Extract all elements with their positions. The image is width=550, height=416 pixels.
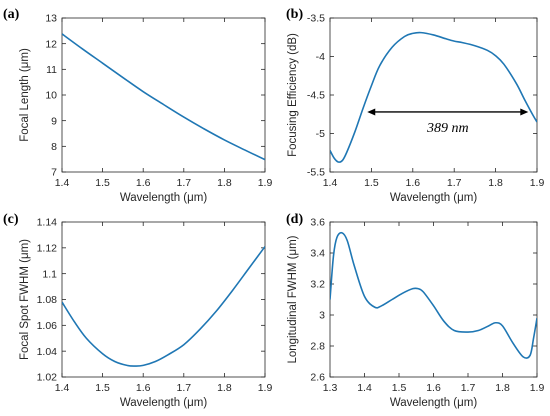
series-line	[62, 33, 265, 161]
x-axis-label: Wavelength (μm)	[390, 192, 478, 204]
y-tick-label: 1.12	[37, 243, 58, 255]
y-axis-label: Focal Spot FWHM (μm)	[19, 239, 31, 360]
x-tick-label: 1.5	[392, 382, 407, 394]
x-tick-label: 1.5	[95, 382, 110, 394]
y-axis-label: Longitudinal FWHM (μm)	[287, 235, 299, 363]
y-tick-label: 2.8	[310, 341, 325, 353]
y-tick-label: 12	[45, 38, 57, 50]
y-tick-label: -4.5	[307, 90, 325, 102]
y-tick-label: 2.6	[310, 372, 325, 384]
x-tick-label: 1.4	[55, 382, 70, 394]
axes-box	[329, 17, 538, 173]
y-tick-label: 3	[319, 310, 325, 322]
y-tick-label: 8	[51, 141, 57, 153]
y-tick-label: 13	[45, 13, 57, 25]
series-line	[330, 231, 537, 359]
x-tick-label: 1.7	[461, 382, 476, 394]
y-tick-label: 1.04	[37, 346, 58, 358]
x-tick-label: 1.7	[176, 177, 191, 189]
x-axis-label: Wavelength (μm)	[120, 192, 208, 204]
x-tick-label: 1.6	[136, 177, 151, 189]
axes-box	[61, 221, 266, 378]
y-tick-label: 1.08	[37, 294, 58, 306]
x-tick-label: 1.4	[323, 177, 338, 189]
x-tick-label: 1.3	[323, 382, 338, 394]
panel-letter: (a)	[3, 7, 20, 22]
x-tick-label: 1.4	[357, 382, 372, 394]
x-tick-label: 1.9	[258, 382, 273, 394]
y-tick-label: 3.2	[310, 279, 325, 291]
axes-box	[61, 17, 266, 173]
x-tick-label: 1.9	[258, 177, 273, 189]
series-line	[62, 246, 265, 367]
y-tick-label: -3.5	[307, 13, 325, 25]
x-tick-label: 1.6	[136, 382, 151, 394]
y-tick-label: 9	[51, 115, 57, 127]
x-tick-label: 1.4	[55, 177, 70, 189]
panel-letter: (c)	[3, 212, 19, 227]
y-tick-label: -5	[316, 128, 325, 140]
panel-b: 1.4 1.5 1.6 1.7 1.8 1.9 -5.5 -5 -4.5 -4 -3.5 Wavele…	[286, 7, 544, 204]
x-axis-label: Wavelength (μm)	[120, 397, 208, 409]
panel-letter: (d)	[286, 212, 303, 227]
x-axis-label: Wavelength (μm)	[390, 397, 478, 409]
x-tick-label: 1.8	[488, 177, 503, 189]
y-tick-label: -4	[316, 51, 325, 63]
y-axis-label: Focusing Efficiency (dB)	[287, 33, 299, 157]
y-tick-label: 10	[45, 90, 57, 102]
y-tick-label: 3.6	[310, 217, 325, 229]
panel-d: 1.3 1.4 1.5 1.6 1.7 1.8 1.9 2.6 2.8 3 3.2 3.4 3.6 Wav…	[286, 212, 544, 409]
x-tick-label: 1.8	[217, 382, 232, 394]
y-axis-label: Focal Length (μm)	[19, 48, 31, 142]
x-tick-label: 1.8	[495, 382, 510, 394]
annotation-arrowhead-right	[520, 108, 529, 116]
x-tick-label: 1.6	[405, 177, 420, 189]
panel-a: 1.4 1.5 1.6 1.7 1.8 1.9 7 8 9 10 11 12 13 Wavelength …	[3, 7, 272, 204]
x-tick-label: 1.5	[95, 177, 110, 189]
y-tick-label: 11	[46, 64, 57, 76]
x-tick-label: 1.9	[530, 382, 545, 394]
x-tick-label: 1.5	[364, 177, 379, 189]
x-tick-label: 1.7	[176, 382, 191, 394]
y-tick-label: 1.14	[37, 217, 58, 229]
x-tick-label: 1.7	[447, 177, 462, 189]
x-tick-label: 1.8	[217, 177, 232, 189]
series-line	[330, 31, 537, 163]
x-tick-label: 1.6	[426, 382, 441, 394]
y-tick-label: -5.5	[307, 167, 325, 179]
panel-letter: (b)	[286, 7, 303, 22]
y-tick-label: 1.02	[37, 372, 58, 384]
y-tick-label: 3.4	[310, 248, 325, 260]
annotation-label: 389 nm	[426, 121, 469, 136]
x-tick-label: 1.9	[530, 177, 545, 189]
annotation-arrowhead-left	[367, 108, 376, 116]
panel-c: 1.4 1.5 1.6 1.7 1.8 1.9 1.02 1.04 1.06 1.08 1.1 1.1…	[3, 212, 272, 409]
axes-box	[329, 221, 538, 378]
y-tick-label: 1.1	[42, 268, 57, 280]
y-tick-label: 7	[51, 167, 57, 179]
y-tick-label: 1.06	[37, 320, 58, 332]
